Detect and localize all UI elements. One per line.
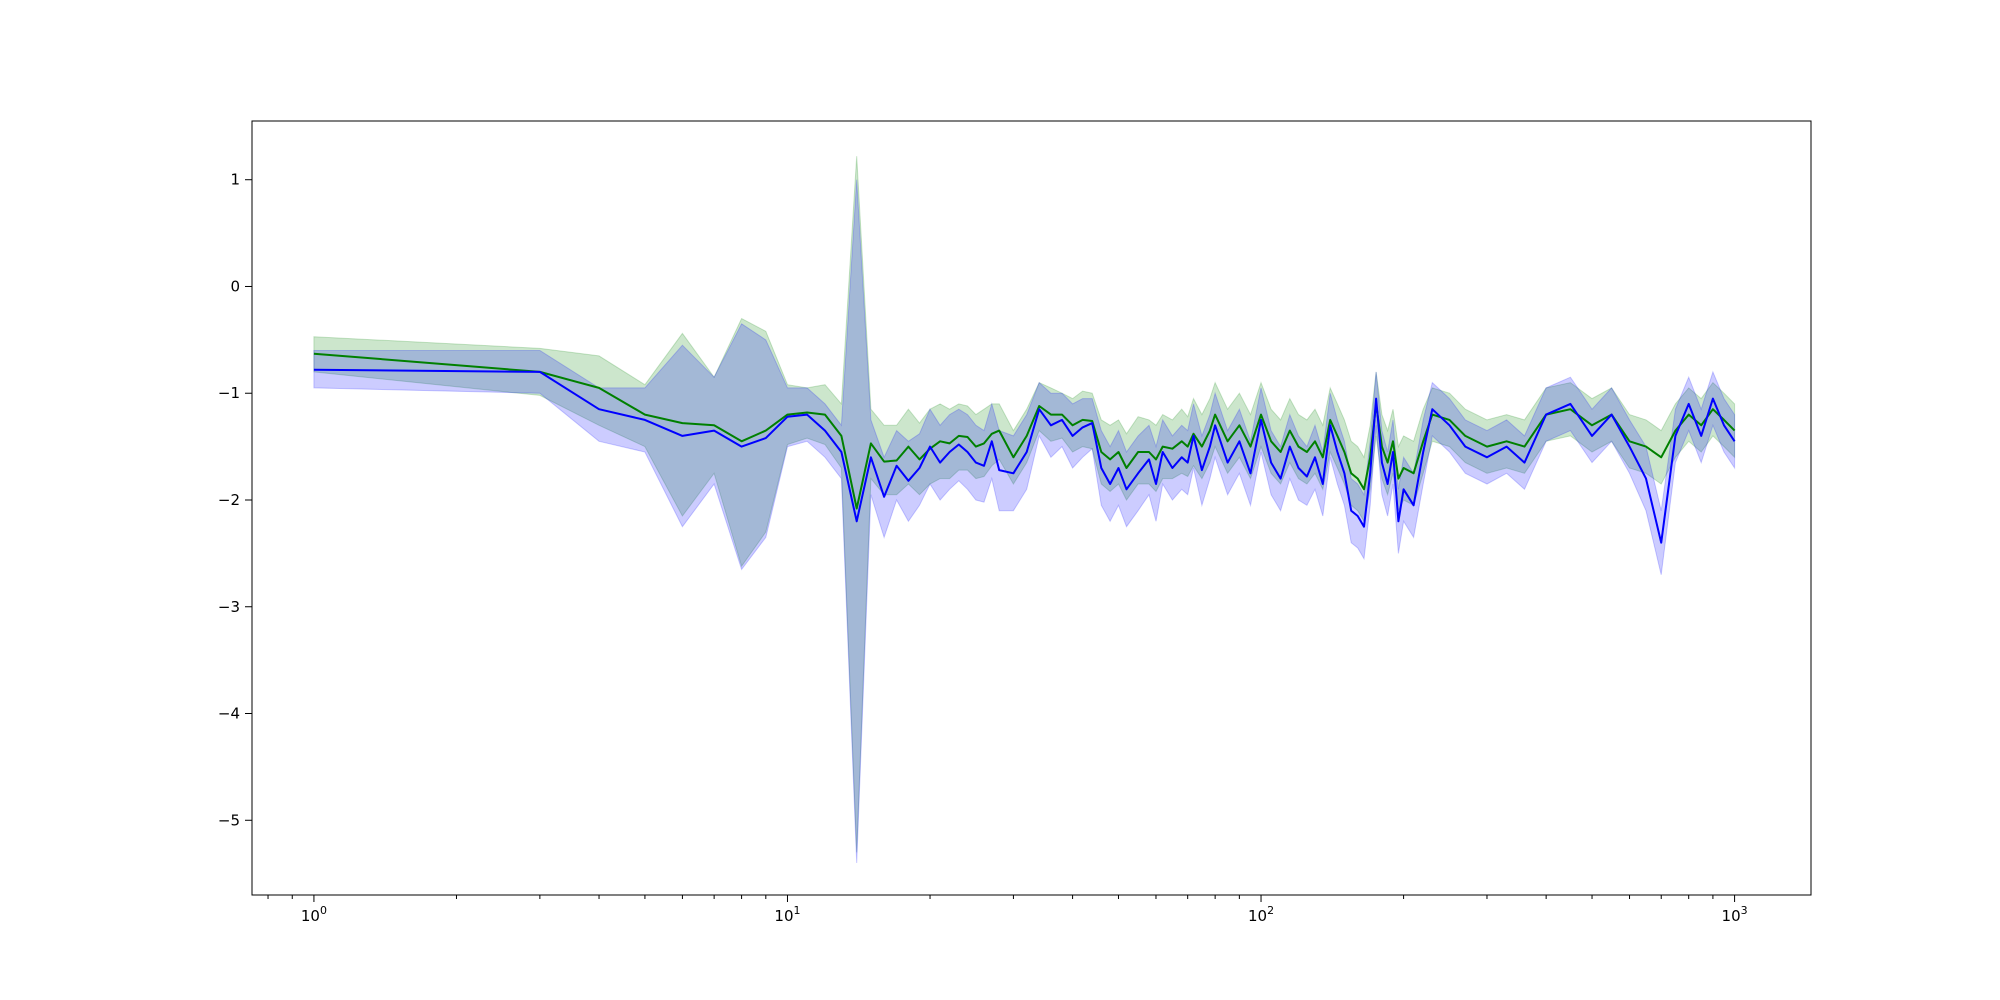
x-tick-label: 100	[301, 904, 327, 925]
x-tick-label: 101	[774, 904, 800, 925]
x-tick-label-base: 10	[1248, 907, 1267, 925]
y-tick-label: 0	[230, 277, 240, 295]
x-tick-label-base: 10	[774, 907, 793, 925]
y-tick-label: −1	[218, 384, 240, 402]
x-tick-label: 103	[1722, 904, 1748, 925]
series-2-line	[313, 368, 1736, 544]
x-tick-label: 102	[1248, 904, 1274, 925]
x-tick-label-exponent: 2	[1267, 904, 1274, 917]
y-tick-label: −4	[218, 705, 240, 723]
x-tick-label-exponent: 1	[794, 904, 801, 917]
x-tick-label-exponent: 0	[320, 904, 327, 917]
x-axis: 100 101 102 103	[267, 895, 1748, 925]
y-tick-label: 1	[230, 171, 240, 189]
y-axis: 1 0 −1 −2 −3 −4 −5	[218, 171, 252, 829]
y-tick-label: −5	[218, 811, 240, 829]
y-tick-label: −2	[218, 491, 240, 509]
series-1-line	[313, 352, 1736, 510]
series-1-confidence-band	[313, 156, 1736, 853]
x-tick-label-base: 10	[1722, 907, 1741, 925]
x-tick-label-base: 10	[301, 907, 320, 925]
x-tick-label-exponent: 3	[1741, 904, 1748, 917]
plot-area	[313, 156, 1736, 864]
y-tick-label: −3	[218, 598, 240, 616]
plot-frame	[251, 120, 1812, 896]
series-2-confidence-band	[313, 179, 1736, 864]
